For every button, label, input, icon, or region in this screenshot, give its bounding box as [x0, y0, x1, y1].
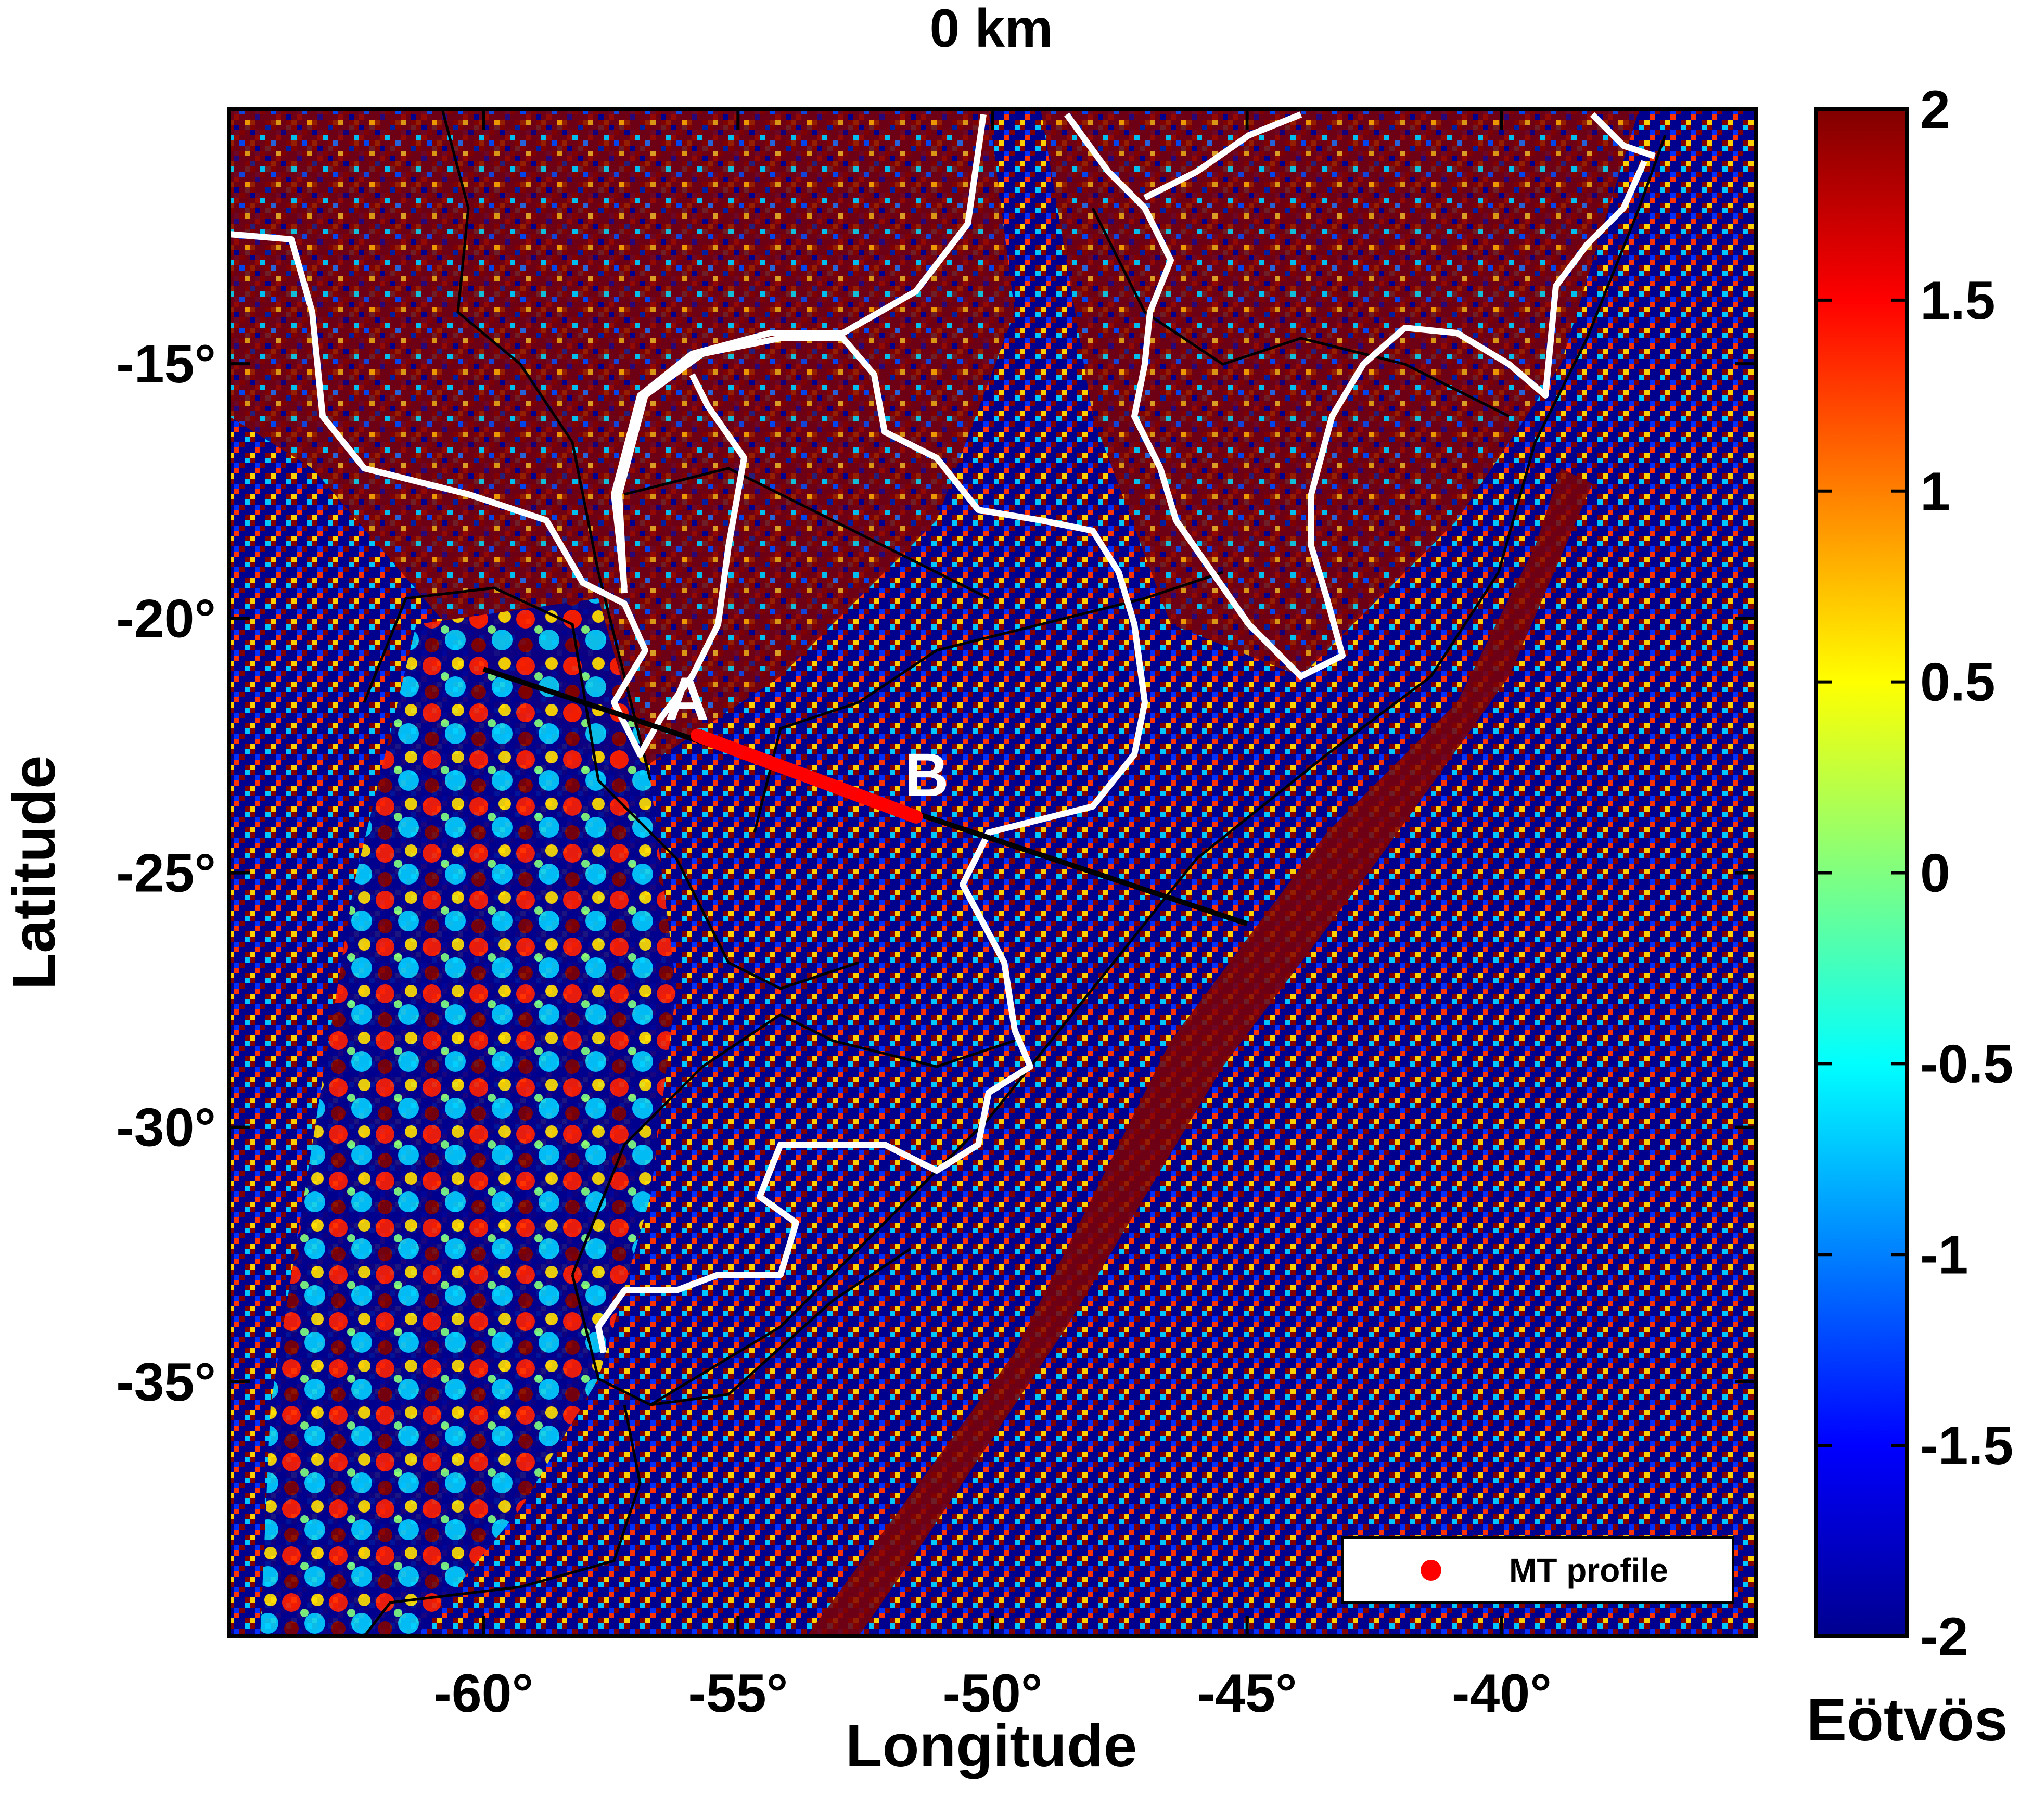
legend: MT profile [1341, 1536, 1734, 1604]
white-boundary-top [1143, 111, 1302, 201]
colorbar-tick-label: -0.5 [1920, 1034, 2013, 1094]
y-axis-ticks: -15° -20° -25° -30° -35° [116, 334, 1756, 1413]
white-boundary-top-right [1590, 112, 1656, 159]
white-boundary-west [229, 231, 747, 758]
x-tick-label: -55° [688, 1663, 788, 1724]
x-tick-label: -40° [1452, 1663, 1552, 1724]
legend-label: MT profile [1509, 1552, 1668, 1589]
colorbar-tick-label: 1 [1920, 462, 1950, 522]
border-line-1 [441, 109, 652, 781]
x-tick-label: -45° [1197, 1663, 1297, 1724]
y-tick-label: -20° [116, 588, 216, 649]
interior-high [229, 109, 1015, 780]
colorbar-tick-label: 2 [1920, 80, 1950, 140]
border-line-2 [363, 586, 859, 990]
map-area: A B MT profile [229, 109, 1756, 1636]
border-line-7 [363, 1404, 642, 1636]
colorbar-tick-label: 1.5 [1920, 271, 1996, 331]
border-line-6 [571, 1247, 912, 1406]
ocean-region [624, 156, 1756, 1636]
shelf-band [807, 468, 1592, 1636]
y-tick-label: -35° [116, 1352, 216, 1413]
x-tick-label: -60° [433, 1663, 533, 1724]
y-tick-label: -25° [116, 843, 216, 904]
border-line-3 [624, 467, 990, 600]
border-line-8 [1091, 207, 1510, 418]
andean-anomaly [260, 598, 676, 1636]
colorbar: 2 1.5 1 0.5 0 -0.5 -1 -1.5 -2 Eötvös [1807, 80, 2014, 1753]
colorbar-tick-label: -1.5 [1920, 1416, 2013, 1476]
white-boundary-curve [595, 335, 1148, 1354]
white-boundary-north-arc [611, 114, 987, 588]
legend-box [1341, 1536, 1734, 1604]
province-boundaries [229, 111, 1656, 1354]
country-boundaries [363, 109, 1667, 1636]
border-line-4 [753, 571, 1223, 833]
y-tick-label: -15° [116, 334, 216, 394]
y-tick-label: -30° [116, 1098, 216, 1158]
colorbar-ticks: 2 1.5 1 0.5 0 -0.5 -1 -1.5 -2 [1816, 80, 2013, 1667]
x-tick-label: -50° [943, 1663, 1043, 1724]
colorbar-label: Eötvös [1807, 1686, 2008, 1753]
point-b-label: B [904, 741, 949, 810]
point-a-label: A [664, 664, 709, 733]
colorbar-tick-label: 0 [1920, 843, 1950, 904]
y-axis-label: Latitude [0, 755, 68, 990]
mt-profile-segment [691, 728, 923, 824]
border-line-5 [571, 1013, 1015, 1275]
colorbar-tick-label: -2 [1920, 1607, 1968, 1667]
colorbar-tick-label: 0.5 [1920, 652, 1996, 713]
legend-marker [1421, 1560, 1441, 1581]
interior-high-north [1041, 109, 1639, 676]
x-axis-label: Longitude [846, 1712, 1137, 1779]
white-boundary-northeast [1064, 112, 1647, 680]
map-title: 0 km [929, 0, 1053, 59]
colorbar-tick-label: -1 [1920, 1225, 1968, 1285]
coastline [649, 135, 1667, 1406]
x-axis-ticks: -60° -55° -50° -45° -40° [433, 109, 1552, 1724]
